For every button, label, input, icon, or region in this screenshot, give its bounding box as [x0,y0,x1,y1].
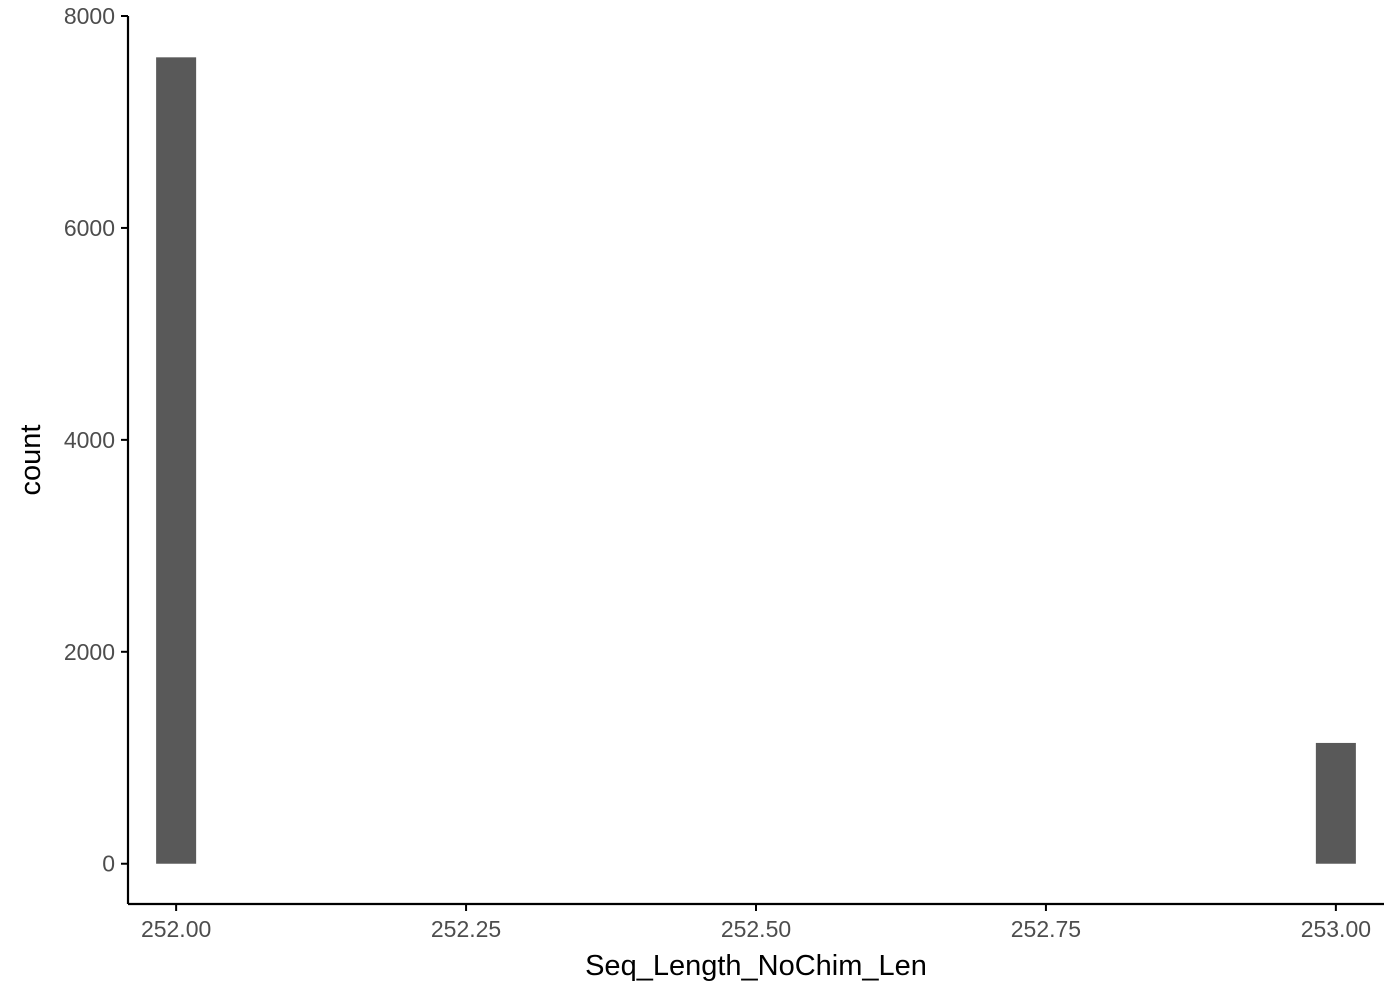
ticks-layer: 0 2000 4000 6000 8000 252.00 252.25 252.50 252.7… [64,3,1371,942]
x-tick-label: 252.50 [721,916,791,942]
x-axis-title: Seq_Length_NoChim_Len [585,950,927,982]
y-tick-label: 0 [102,851,115,877]
y-tick-label: 2000 [64,639,115,665]
y-tick-label: 8000 [64,3,115,29]
y-tick-label: 6000 [64,215,115,241]
x-tick-label: 252.00 [141,916,211,942]
histogram-bar-0 [156,57,197,864]
x-tick-label: 252.25 [431,916,501,942]
x-tick-label: 252.75 [1011,916,1081,942]
bars-layer [156,57,1356,864]
y-axis-title: count [15,425,47,496]
axes-layer [126,16,1384,906]
x-tick-label: 253.00 [1301,916,1371,942]
histogram-bar-1 [1315,742,1356,864]
y-tick-label: 4000 [64,427,115,453]
